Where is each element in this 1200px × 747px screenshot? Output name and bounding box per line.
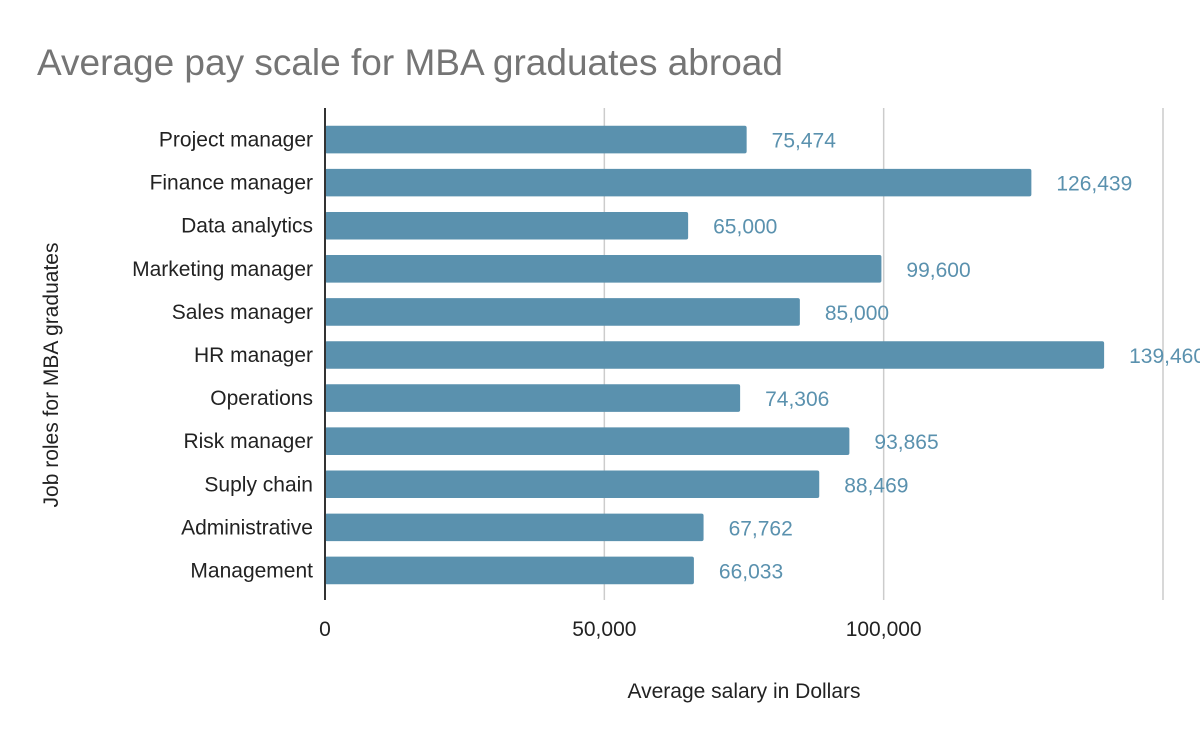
category-label: Management: [190, 559, 313, 582]
category-label: Marketing manager: [132, 258, 313, 281]
value-label: 67,762: [729, 517, 793, 540]
value-label: 99,600: [906, 259, 970, 282]
value-label: 139,460: [1129, 345, 1200, 368]
bar: [325, 556, 694, 585]
x-tick-label: 0: [319, 618, 331, 641]
bar: [325, 168, 1032, 197]
bar: [325, 470, 820, 499]
bar: [325, 384, 741, 412]
category-label: Finance manager: [150, 172, 313, 195]
value-label: 126,439: [1056, 173, 1132, 196]
y-axis-title: Job roles for MBA graduates: [40, 243, 63, 508]
category-label: Risk manager: [183, 430, 313, 453]
x-axis-title: Average salary in Dollars: [627, 680, 860, 703]
bars: [325, 125, 1105, 585]
value-label: 75,474: [772, 130, 837, 153]
x-tick-labels: 0 50,000 100,000: [319, 618, 921, 641]
bar: [325, 125, 747, 154]
category-label: Operations: [210, 387, 313, 410]
bar: [325, 255, 882, 283]
value-label: 74,306: [765, 388, 829, 411]
x-tick-label: 100,000: [846, 618, 922, 641]
value-label: 93,865: [874, 431, 938, 454]
value-label: 88,469: [844, 474, 908, 497]
value-label: 66,033: [719, 560, 783, 583]
bar: [325, 298, 800, 326]
value-labels: 75,474 126,439 65,000 99,600 85,000 139,460 74…: [713, 130, 1200, 584]
category-label: Project manager: [159, 129, 313, 152]
bar: [325, 513, 704, 542]
value-label: 85,000: [825, 302, 889, 325]
category-label: HR manager: [194, 344, 313, 367]
category-labels: Project manager Finance manager Data analy…: [132, 129, 313, 583]
bar: [325, 211, 689, 240]
chart-title: Average pay scale for MBA graduates abro…: [37, 42, 783, 83]
category-label: Data analytics: [181, 215, 313, 238]
x-tick-label: 50,000: [572, 618, 636, 641]
value-label: 65,000: [713, 216, 777, 239]
category-label: Administrative: [181, 516, 313, 539]
category-label: Sales manager: [172, 301, 313, 324]
bar: [325, 427, 850, 455]
category-label: Suply chain: [204, 473, 313, 496]
bar: [325, 341, 1105, 369]
